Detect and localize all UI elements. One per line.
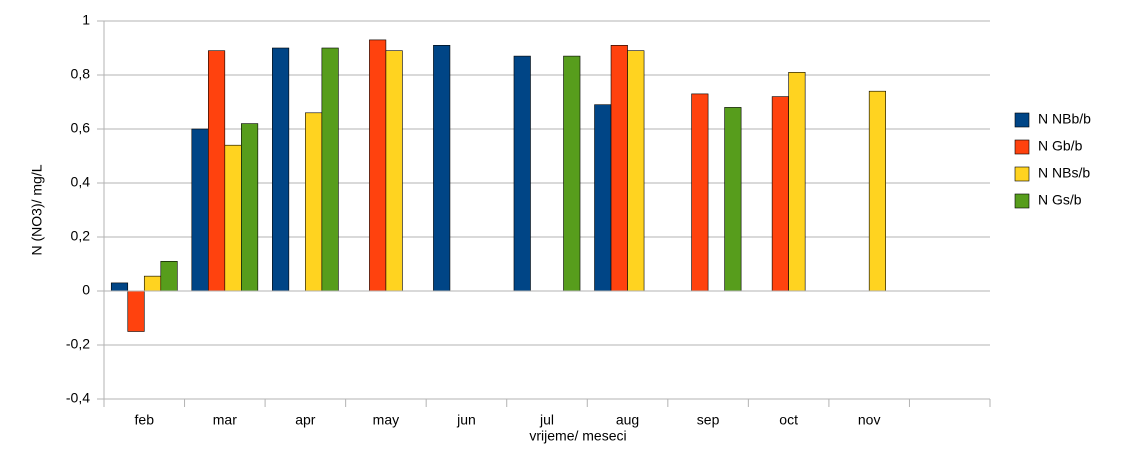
legend-label: N Gs/b xyxy=(1038,192,1082,208)
bar xyxy=(127,290,145,332)
x-tick-label: oct xyxy=(779,412,798,428)
bar xyxy=(433,44,451,292)
bar xyxy=(627,50,645,292)
y-tick-label: -0,2 xyxy=(66,336,90,352)
bar xyxy=(160,260,178,292)
bar xyxy=(241,123,259,292)
bar xyxy=(321,47,339,292)
y-tick-label: 0,2 xyxy=(71,228,91,244)
legend-swatch xyxy=(1014,112,1030,128)
legend-label: N NBs/b xyxy=(1038,165,1090,181)
legend-label: N NBb/b xyxy=(1038,111,1091,127)
y-tick-label: 0,8 xyxy=(71,66,91,82)
x-tick-label: aug xyxy=(616,412,639,428)
x-tick-label: feb xyxy=(135,412,155,428)
y-tick-label: 0,6 xyxy=(71,120,91,136)
bar xyxy=(369,39,387,292)
bar xyxy=(110,282,129,292)
y-tick-label: 1 xyxy=(82,12,90,28)
x-tick-label: jun xyxy=(456,412,476,428)
y-tick-label: -0,4 xyxy=(66,390,90,406)
legend-swatch xyxy=(1014,166,1030,182)
bar xyxy=(272,47,290,292)
bar xyxy=(191,128,209,292)
x-axis-title: vrijeme/ meseci xyxy=(529,428,626,444)
bar xyxy=(305,112,323,292)
legend-swatch xyxy=(1014,139,1030,155)
legend-swatch xyxy=(1014,193,1030,209)
x-tick-label: apr xyxy=(295,412,316,428)
y-tick-label: 0,4 xyxy=(71,174,91,190)
bar xyxy=(724,107,742,292)
bar xyxy=(610,44,628,292)
bar xyxy=(563,55,581,292)
bar xyxy=(208,50,226,292)
bar xyxy=(788,72,806,292)
y-axis-title: N (NO3)/ mg/L xyxy=(29,164,45,255)
y-tick-label: 0 xyxy=(82,282,90,298)
bar xyxy=(771,96,789,292)
bar xyxy=(385,50,403,292)
bar xyxy=(143,275,162,292)
x-tick-label: mar xyxy=(213,412,237,428)
x-tick-label: may xyxy=(373,412,399,428)
bar xyxy=(594,104,612,292)
x-tick-label: sep xyxy=(697,412,720,428)
bar xyxy=(224,144,242,292)
bar xyxy=(513,55,531,292)
legend-label: N Gb/b xyxy=(1038,138,1083,154)
bar xyxy=(868,90,886,292)
bar xyxy=(691,93,709,292)
x-tick-label: jul xyxy=(539,412,554,428)
x-tick-label: nov xyxy=(858,412,881,428)
